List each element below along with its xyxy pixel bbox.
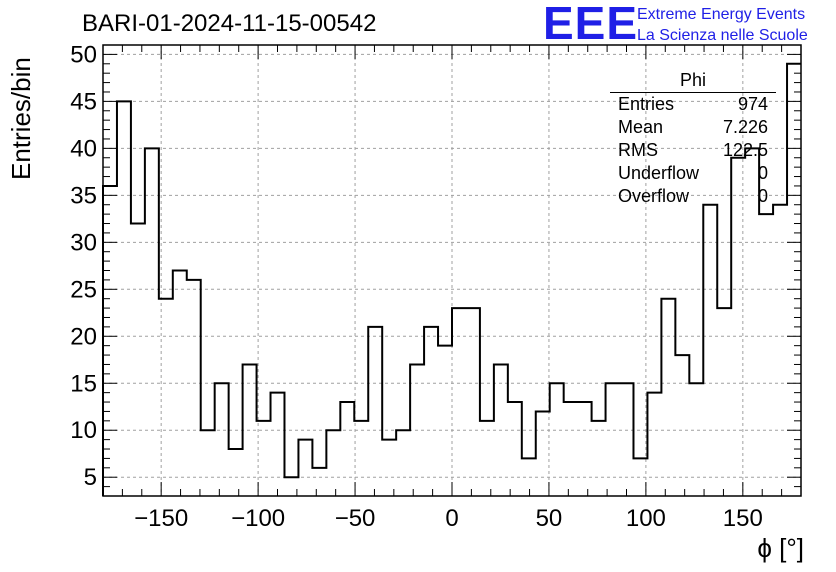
histogram-bin xyxy=(396,430,410,496)
histogram-bin xyxy=(298,440,312,496)
logo-caption-line1: Extreme Energy Events xyxy=(637,6,806,23)
stats-label: Mean xyxy=(618,117,664,137)
stats-value: 0 xyxy=(757,163,768,183)
y-tick-label: 20 xyxy=(70,323,97,350)
y-tick-label: 45 xyxy=(70,88,97,115)
x-tick-label: 100 xyxy=(626,505,666,532)
histogram-bin xyxy=(284,477,298,496)
histogram-bin xyxy=(271,393,285,496)
stats-label: Entries xyxy=(618,94,675,114)
stats-label: Underflow xyxy=(618,163,700,183)
x-tick-label: 0 xyxy=(445,505,458,532)
stats-row-underflow: Underflow 0 xyxy=(610,162,776,185)
histogram-bin xyxy=(536,411,550,496)
y-tick-label: 30 xyxy=(70,229,97,256)
y-tick-label: 40 xyxy=(70,135,97,162)
stats-box: Phi Entries 974 Mean 7.226 RMS 122.5 Underf… xyxy=(610,70,776,208)
histogram-bin xyxy=(773,205,787,496)
histogram-bin xyxy=(131,224,145,496)
histogram-bin xyxy=(592,421,606,496)
histogram-bin xyxy=(215,383,229,496)
histogram-bin xyxy=(661,299,675,496)
stats-label: Overflow xyxy=(618,186,690,206)
x-axis-label: ϕ [°] xyxy=(757,533,804,563)
histogram-bin xyxy=(229,449,243,496)
histogram-bin xyxy=(438,346,452,496)
histogram-bin xyxy=(145,148,159,496)
histogram-bin xyxy=(606,383,620,496)
stats-row-rms: RMS 122.5 xyxy=(610,139,776,162)
histogram-bin xyxy=(187,280,201,496)
histogram-bin xyxy=(578,402,592,496)
histogram-bin xyxy=(759,214,773,496)
stats-label: RMS xyxy=(618,140,658,160)
stats-row-mean: Mean 7.226 xyxy=(610,116,776,139)
histogram-bin xyxy=(550,383,564,496)
x-tick-label: −50 xyxy=(335,505,376,532)
stats-value: 7.226 xyxy=(722,117,768,137)
histogram-bin xyxy=(368,327,382,496)
histogram-bin xyxy=(340,402,354,496)
y-tick-label: 25 xyxy=(70,276,97,303)
y-tick-label: 35 xyxy=(70,182,97,209)
x-tick-label: −100 xyxy=(231,505,285,532)
histogram-bin xyxy=(647,393,661,496)
histogram-bin xyxy=(564,402,578,496)
histogram-bin xyxy=(173,271,187,497)
eee-logo: EEE xyxy=(543,0,639,49)
histogram-bin xyxy=(201,430,215,496)
logo-caption-line2: La Scienza nelle Scuole xyxy=(637,27,808,44)
histogram-bin xyxy=(620,383,634,496)
chart-title: BARI-01-2024-11-15-00542 xyxy=(82,10,377,37)
histogram-bin xyxy=(424,327,438,496)
y-tick-label: 10 xyxy=(70,417,97,444)
histogram-outline xyxy=(102,62,801,496)
histogram-bin xyxy=(382,440,396,496)
stats-value: 974 xyxy=(737,94,768,114)
stats-value: 122.5 xyxy=(722,140,768,160)
histogram-bin xyxy=(689,383,703,496)
x-tick-label: 50 xyxy=(536,505,563,532)
histogram-bin xyxy=(508,402,522,496)
stats-value: 0 xyxy=(757,186,768,206)
y-axis-label: Entries/bin xyxy=(6,57,36,180)
histogram-bin xyxy=(326,430,340,496)
stats-row-overflow: Overflow 0 xyxy=(610,185,776,208)
x-tick-label: 150 xyxy=(723,505,763,532)
histogram-bin xyxy=(675,355,689,496)
logo-caption: Extreme Energy Events La Scienza nelle S… xyxy=(637,4,808,46)
histogram-bin xyxy=(312,468,326,496)
y-tick-label: 5 xyxy=(84,464,97,491)
histogram-bin xyxy=(480,421,494,496)
x-tick-label: −150 xyxy=(134,505,188,532)
histogram-bin xyxy=(257,421,271,496)
stats-row-entries: Entries 974 xyxy=(610,93,776,116)
histogram-bin xyxy=(354,421,368,496)
y-tick-label: 50 xyxy=(70,41,97,68)
y-tick-label: 15 xyxy=(70,370,97,397)
histogram-bin xyxy=(117,101,131,496)
stats-box-title: Phi xyxy=(610,70,776,93)
histogram-bin xyxy=(703,205,717,496)
